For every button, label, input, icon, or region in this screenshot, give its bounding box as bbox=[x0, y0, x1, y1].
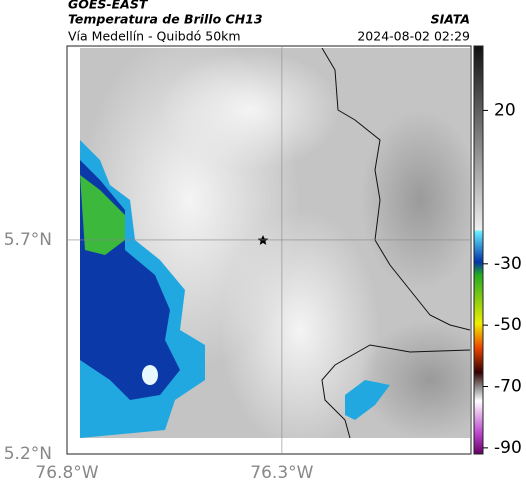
colorbar-tick-label: -30 bbox=[494, 254, 522, 274]
colorbar-tick-label: -50 bbox=[494, 315, 522, 335]
colorbar-tick-label: -90 bbox=[494, 438, 522, 458]
y-tick-label: 5.2°N bbox=[4, 444, 52, 464]
colorbar-tick-label: 20 bbox=[494, 100, 516, 120]
x-tick-label: 76.3°W bbox=[250, 463, 313, 483]
satellite-image bbox=[80, 48, 470, 438]
map-frame bbox=[66, 45, 472, 455]
source: GOES-EAST bbox=[68, 0, 149, 12]
y-tick-label: 5.7°N bbox=[4, 230, 52, 250]
x-tick-label: 76.8°W bbox=[35, 463, 98, 483]
datetime: 2024-08-02 02:29 bbox=[357, 29, 470, 44]
org: SIATA bbox=[431, 12, 470, 27]
product: Temperatura de Brillo CH13 bbox=[68, 12, 263, 27]
colorbar-tick-label: -70 bbox=[494, 377, 522, 397]
colorbar bbox=[473, 45, 484, 455]
route: Vía Medellín - Quibdó 50km bbox=[68, 29, 241, 44]
